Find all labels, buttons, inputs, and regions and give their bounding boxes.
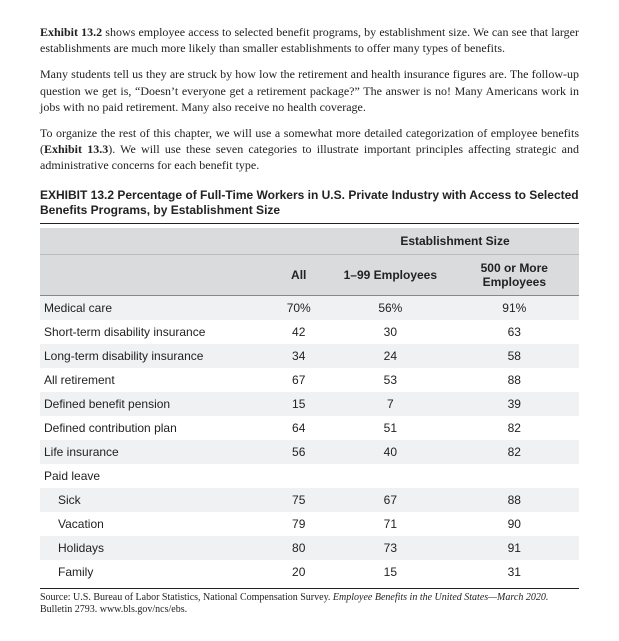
row-label: Long-term disability insurance	[40, 344, 266, 368]
benefits-table: Establishment Size All 1–99 Employees 50…	[40, 228, 579, 584]
row-label: Holidays	[40, 536, 266, 560]
row-small	[331, 464, 450, 488]
table-row: Vacation797190	[40, 512, 579, 536]
header-blank-2	[266, 228, 331, 255]
row-large: 82	[450, 416, 579, 440]
table-source: Source: U.S. Bureau of Labor Statistics,…	[40, 588, 579, 617]
row-large: 63	[450, 320, 579, 344]
col-header-large: 500 or More Employees	[450, 254, 579, 295]
row-large: 31	[450, 560, 579, 584]
row-small: 24	[331, 344, 450, 368]
row-all: 42	[266, 320, 331, 344]
row-large: 88	[450, 368, 579, 392]
row-label: Paid leave	[40, 464, 266, 488]
source-b: Employee Benefits in the United States—M…	[333, 592, 548, 603]
row-all: 20	[266, 560, 331, 584]
exhibit-rest: Percentage of Full-Time Workers in U.S. …	[40, 188, 579, 218]
row-label: Defined benefit pension	[40, 392, 266, 416]
row-all: 70%	[266, 295, 331, 320]
table-row: All retirement675388	[40, 368, 579, 392]
row-small: 71	[331, 512, 450, 536]
intro-paragraph-1: Exhibit 13.2 shows employee access to se…	[40, 24, 579, 56]
row-all: 79	[266, 512, 331, 536]
row-all: 34	[266, 344, 331, 368]
row-small: 73	[331, 536, 450, 560]
header-blank-1	[40, 228, 266, 255]
source-a: Source: U.S. Bureau of Labor Statistics,…	[40, 592, 333, 603]
row-large: 82	[450, 440, 579, 464]
row-small: 56%	[331, 295, 450, 320]
exhibit-title: EXHIBIT 13.2 Percentage of Full-Time Wor…	[40, 188, 579, 219]
row-large	[450, 464, 579, 488]
exhibit-ref-1: Exhibit 13.2	[40, 25, 102, 39]
col-header-all: All	[266, 254, 331, 295]
table-row: Short-term disability insurance423063	[40, 320, 579, 344]
intro-paragraph-2: Many students tell us they are struck by…	[40, 66, 579, 115]
table-row: Defined contribution plan645182	[40, 416, 579, 440]
row-small: 30	[331, 320, 450, 344]
row-all: 64	[266, 416, 331, 440]
row-large: 91%	[450, 295, 579, 320]
row-large: 88	[450, 488, 579, 512]
row-large: 91	[450, 536, 579, 560]
table-row: Long-term disability insurance342458	[40, 344, 579, 368]
row-label: Life insurance	[40, 440, 266, 464]
row-small: 40	[331, 440, 450, 464]
table-row: Paid leave	[40, 464, 579, 488]
header-group-size: Establishment Size	[331, 228, 579, 255]
row-all	[266, 464, 331, 488]
source-c: Bulletin 2793. www.bls.gov/ncs/ebs.	[40, 604, 187, 615]
row-label: Sick	[40, 488, 266, 512]
row-large: 58	[450, 344, 579, 368]
row-label: All retirement	[40, 368, 266, 392]
row-small: 53	[331, 368, 450, 392]
title-rule	[40, 223, 579, 224]
exhibit-lead: EXHIBIT 13.2	[40, 188, 114, 202]
table-row: Sick756788	[40, 488, 579, 512]
col-header-small: 1–99 Employees	[331, 254, 450, 295]
col-header-blank	[40, 254, 266, 295]
intro-p3-c: ). We will use these seven categories to…	[40, 142, 579, 172]
row-label: Short-term disability insurance	[40, 320, 266, 344]
row-label: Medical care	[40, 295, 266, 320]
row-label: Family	[40, 560, 266, 584]
row-all: 75	[266, 488, 331, 512]
row-all: 67	[266, 368, 331, 392]
intro-p1-text: shows employee access to selected benefi…	[40, 25, 579, 55]
row-all: 80	[266, 536, 331, 560]
intro-paragraph-3: To organize the rest of this chapter, we…	[40, 125, 579, 174]
row-large: 90	[450, 512, 579, 536]
row-label: Defined contribution plan	[40, 416, 266, 440]
row-small: 67	[331, 488, 450, 512]
table-row: Holidays807391	[40, 536, 579, 560]
table-row: Family201531	[40, 560, 579, 584]
row-small: 15	[331, 560, 450, 584]
row-all: 56	[266, 440, 331, 464]
table-body: Medical care70%56%91%Short-term disabili…	[40, 295, 579, 584]
row-label: Vacation	[40, 512, 266, 536]
table-row: Medical care70%56%91%	[40, 295, 579, 320]
row-large: 39	[450, 392, 579, 416]
exhibit-ref-2: Exhibit 13.3	[44, 142, 108, 156]
table-row: Defined benefit pension15739	[40, 392, 579, 416]
row-small: 51	[331, 416, 450, 440]
table-row: Life insurance564082	[40, 440, 579, 464]
row-all: 15	[266, 392, 331, 416]
row-small: 7	[331, 392, 450, 416]
